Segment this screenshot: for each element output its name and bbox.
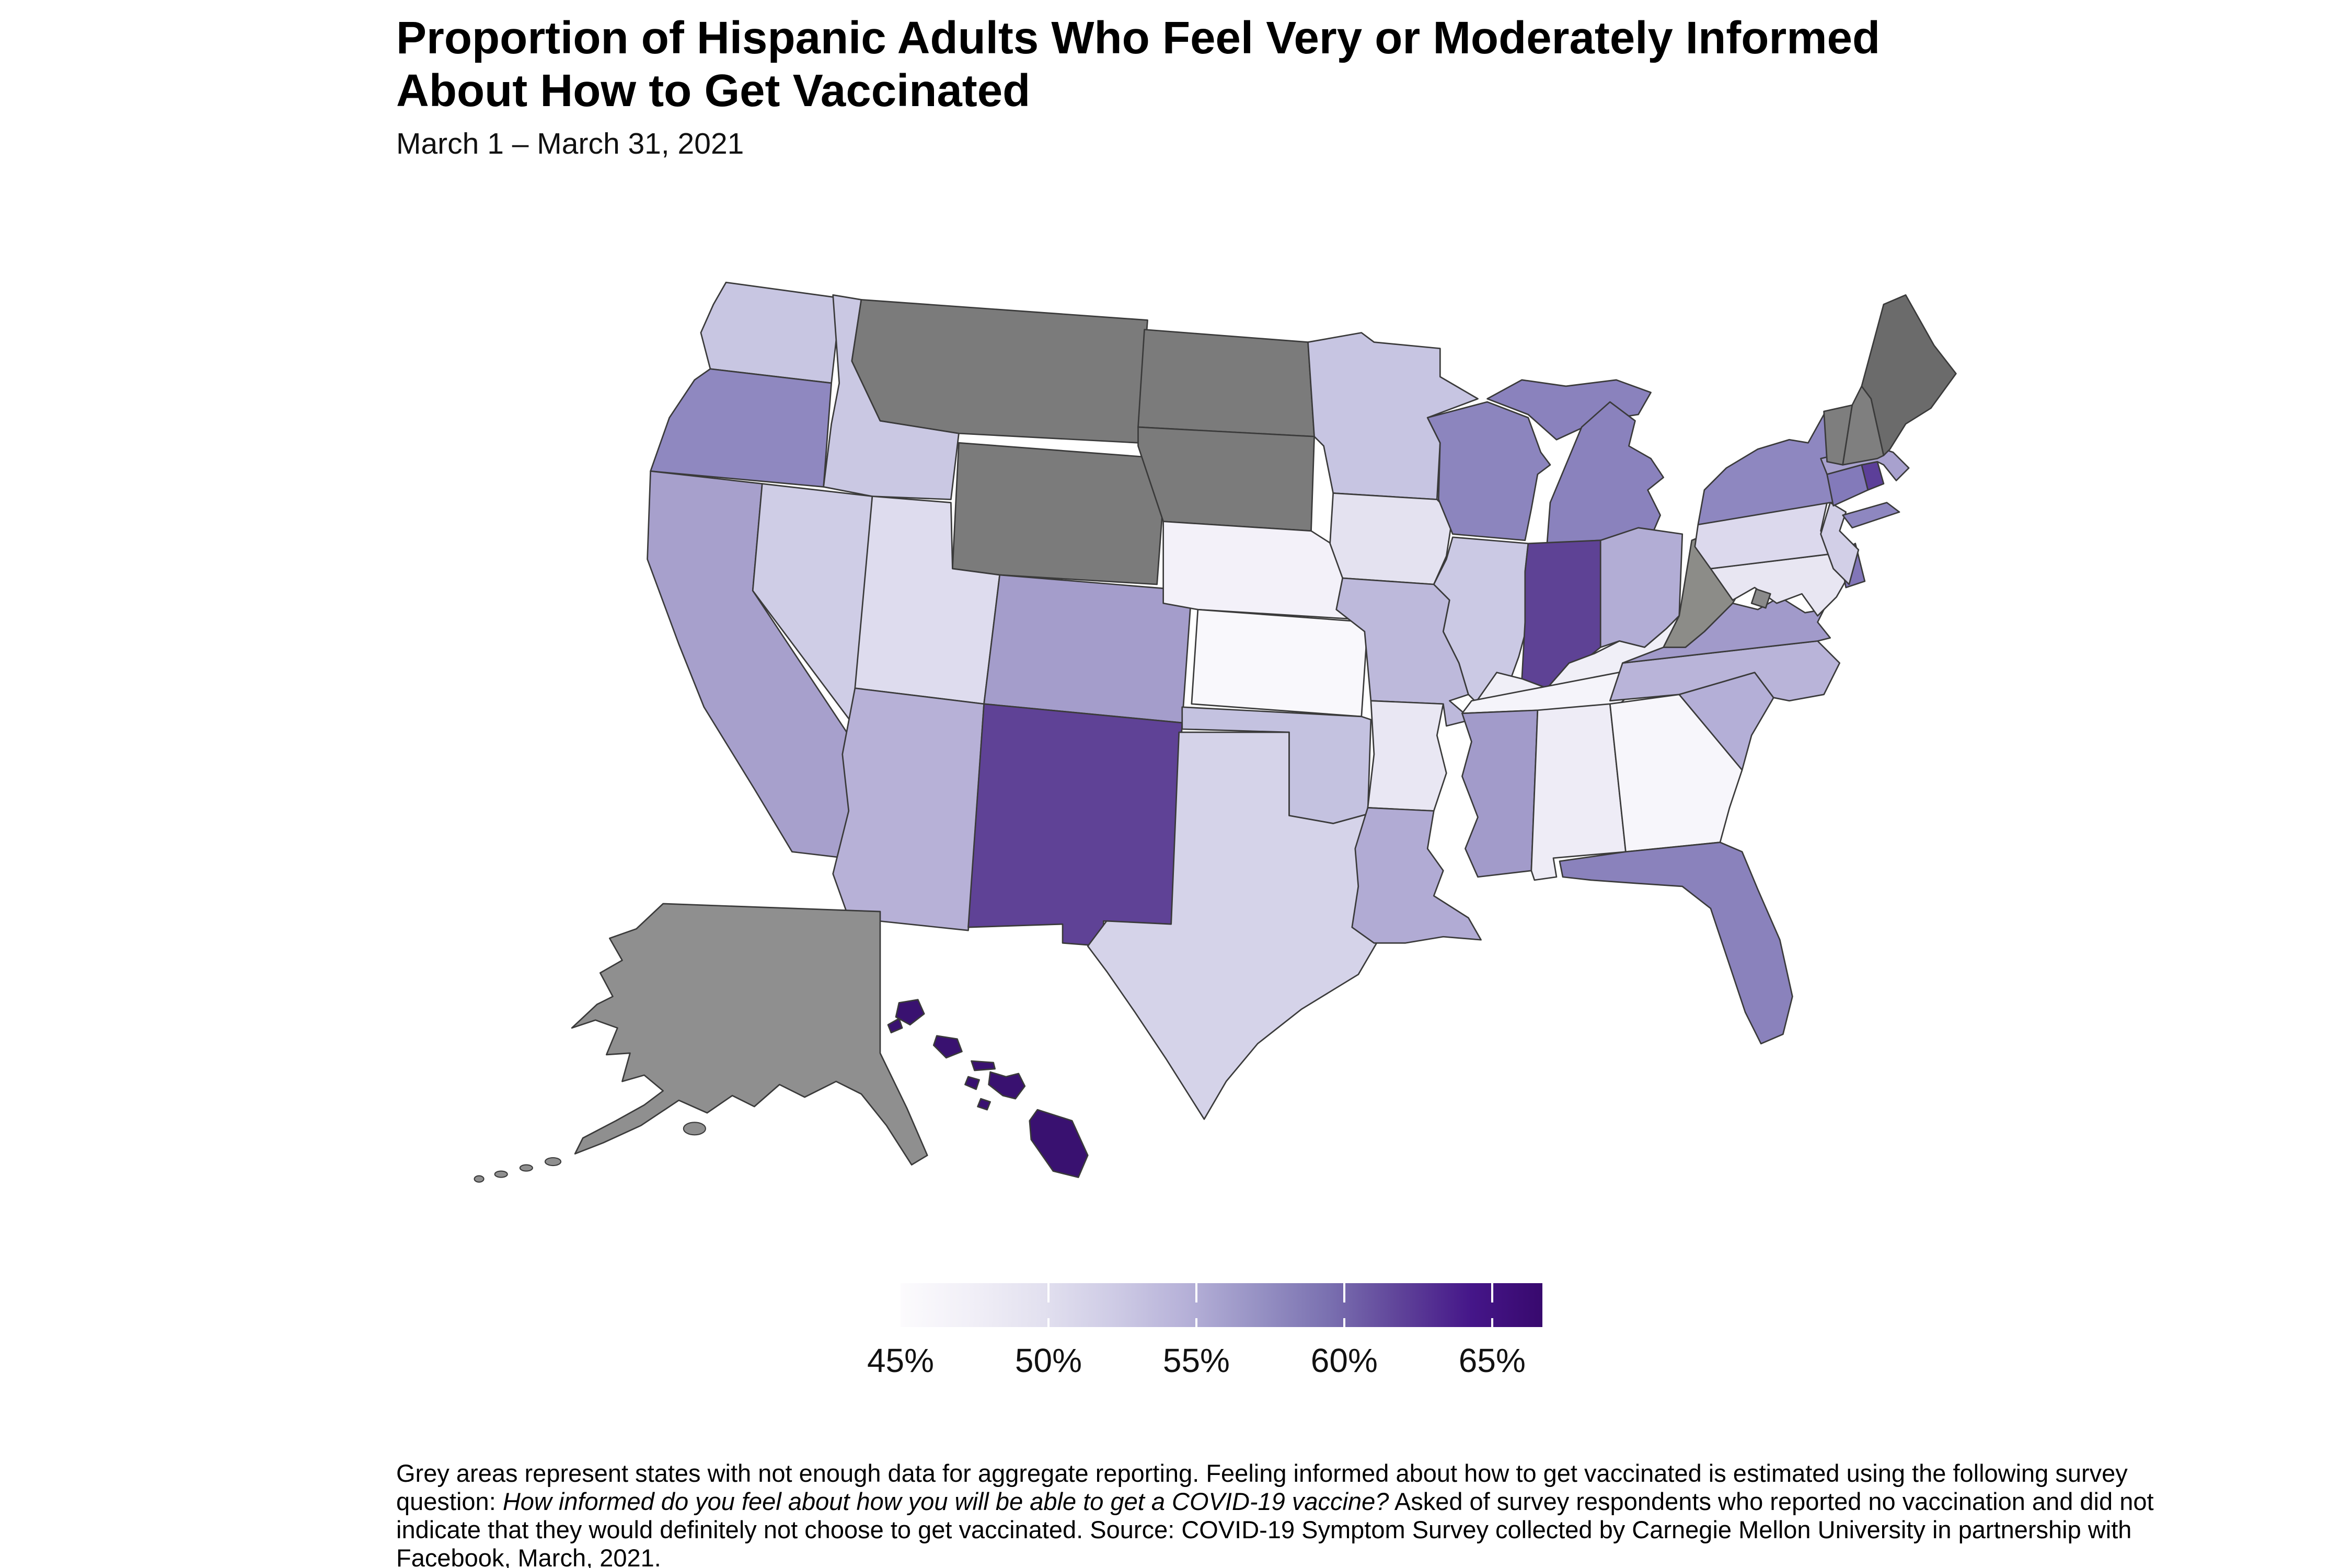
hawaii-niihau — [887, 1018, 903, 1034]
state-arizona — [832, 687, 985, 931]
state-south-dakota — [1137, 426, 1315, 532]
state-north-dakota — [1137, 329, 1315, 437]
alaska-aleutian-islet-1 — [544, 1157, 562, 1167]
title-line-1: Proportion of Hispanic Adults Who Feel V… — [396, 13, 1881, 63]
hawaii-lanai — [964, 1076, 980, 1090]
legend-tick-55 — [1195, 1283, 1197, 1302]
color-scale-legend-bar — [901, 1283, 1542, 1327]
legend-tick-60 — [1343, 1283, 1345, 1302]
hawaii-molokai — [971, 1060, 996, 1071]
state-maine — [1861, 294, 1957, 456]
hawaii-maui — [988, 1071, 1026, 1100]
state-louisiana — [1351, 807, 1482, 944]
footnote-part-2: Asked of survey respondents who reported… — [396, 1488, 2154, 1568]
page-title: Proportion of Hispanic Adults Who Feel V… — [396, 11, 1880, 117]
state-wisconsin — [1426, 401, 1551, 541]
legend-tick-55 — [1195, 1318, 1197, 1327]
state-new-york-long-island — [1842, 502, 1900, 529]
legend-label-65: 65% — [1458, 1342, 1526, 1379]
date-range-subtitle: March 1 – March 31, 2021 — [396, 127, 744, 160]
state-washington — [700, 281, 842, 384]
state-michigan-upper-peninsula — [1486, 379, 1652, 441]
state-texas — [1087, 731, 1381, 1120]
state-alaska — [571, 903, 928, 1166]
state-colorado — [983, 574, 1193, 724]
title-line-2: About How to Get Vaccinated — [396, 65, 1031, 116]
alaska-aleutian-islet-2 — [519, 1164, 533, 1172]
state-kansas — [1191, 608, 1369, 718]
footnote-survey-question: How informed do you feel about how you w… — [502, 1488, 1389, 1515]
legend-tick-65 — [1491, 1283, 1493, 1302]
legend-tick-50 — [1047, 1283, 1050, 1302]
alaska-aleutian-islet-3 — [494, 1170, 508, 1178]
footnote-part-1: Grey areas represent states with not eno… — [396, 1459, 2128, 1515]
state-michigan-lower-peninsula — [1546, 401, 1664, 545]
footnote-text: Grey areas represent states with not eno… — [396, 1459, 2205, 1568]
hawaii-big-island — [1029, 1109, 1089, 1178]
alaska-kodiak-island — [683, 1122, 706, 1136]
us-choropleth-map — [474, 281, 1957, 1183]
state-wyoming — [952, 442, 1168, 585]
legend-label-45: 45% — [867, 1342, 935, 1379]
legend-tick-50 — [1047, 1318, 1050, 1327]
legend-tick-60 — [1343, 1318, 1345, 1327]
legend-label-60: 60% — [1310, 1342, 1378, 1379]
legend-label-50: 50% — [1014, 1342, 1082, 1379]
state-new-mexico — [967, 703, 1183, 947]
hawaii-kahoolawe — [977, 1098, 991, 1111]
hawaii-kauai — [895, 999, 925, 1026]
state-nebraska — [1162, 521, 1353, 620]
state-district-of-columbia — [1750, 588, 1771, 609]
state-arkansas — [1367, 700, 1447, 812]
state-oregon — [650, 368, 833, 488]
legend-tick-65 — [1491, 1318, 1493, 1327]
state-mississippi — [1461, 709, 1539, 878]
state-north-carolina — [1609, 640, 1841, 702]
state-florida — [1559, 841, 1793, 1045]
legend-label-55: 55% — [1162, 1342, 1230, 1379]
alaska-aleutian-islet-4 — [474, 1175, 485, 1183]
state-montana — [851, 299, 1148, 444]
state-iowa — [1329, 492, 1454, 585]
hawaii-oahu — [932, 1035, 963, 1059]
